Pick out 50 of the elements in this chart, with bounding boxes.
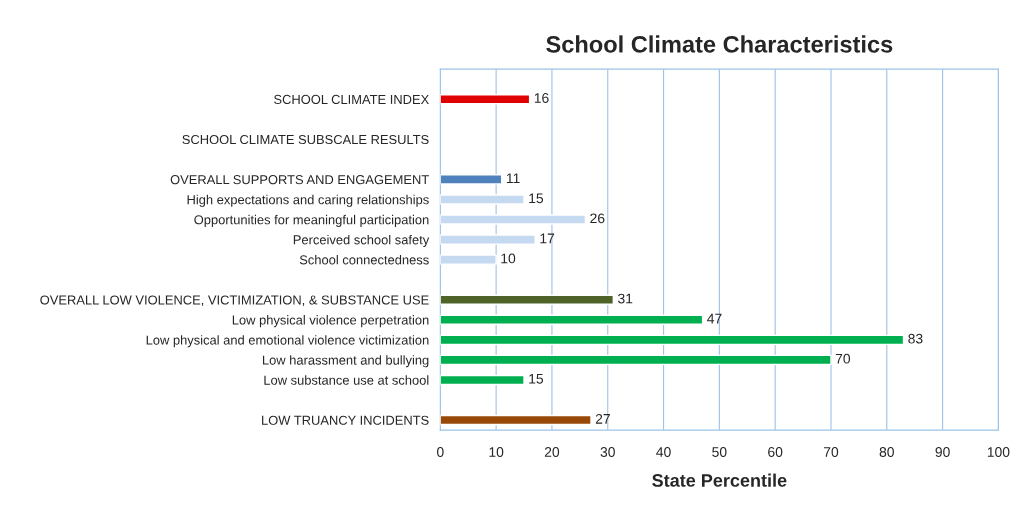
bar: [440, 234, 536, 245]
y-tick-label: Low harassment and bullying: [262, 355, 429, 368]
bar: [440, 334, 905, 346]
y-tick-label: LOW TRUANCY INCIDENTS: [262, 415, 429, 425]
x-tick-label: 30: [600, 447, 615, 457]
bar: [440, 354, 832, 366]
x-tick-label: 70: [823, 447, 839, 457]
y-tick-label: High expectations and caring relationships: [187, 194, 429, 207]
y-tick-label: SCHOOL CLIMATE SUBSCALE RESULTS: [182, 134, 429, 145]
bar: [440, 174, 503, 185]
bar: [440, 214, 587, 225]
x-tick-label: 0: [437, 447, 444, 457]
data-label: 83: [908, 333, 923, 344]
data-label: 27: [595, 413, 610, 424]
bar: [440, 93, 531, 105]
data-label: 26: [590, 213, 605, 224]
x-axis-title: State Percentile: [652, 473, 787, 487]
y-tick-label: OVERALL SUPPORTS AND ENGAGEMENT: [170, 175, 429, 185]
data-label: 10: [501, 253, 516, 264]
y-tick-label: SCHOOL CLIMATE INDEX: [274, 94, 429, 105]
data-label: 17: [540, 233, 555, 244]
x-tick-label: 60: [768, 447, 783, 457]
y-tick-label: Opportunities for meaningful participation: [194, 214, 429, 227]
data-label: 15: [529, 373, 544, 384]
bar: [440, 294, 615, 305]
x-tick-label: 100: [987, 447, 1010, 457]
y-tick-label: Low physical and emotional violence victimization: [146, 335, 429, 348]
y-tick-label: School connectedness: [299, 254, 429, 265]
data-label: 47: [707, 313, 722, 324]
x-tick-label: 80: [879, 447, 894, 457]
bar: [440, 374, 525, 386]
y-tick-label: Low substance use at school: [264, 375, 429, 385]
data-label: 31: [618, 293, 633, 304]
data-label: 16: [534, 93, 549, 103]
data-label: 11: [506, 173, 520, 183]
x-tick-label: 40: [656, 447, 671, 457]
bar: [440, 254, 497, 265]
x-tick-label: 90: [935, 447, 950, 457]
x-tick-label: 10: [489, 447, 504, 457]
y-tick-label: OVERALL LOW VIOLENCE, VICTIMIZATION, & SUBSTANCE USE: [40, 295, 429, 307]
bar: [440, 314, 704, 325]
data-label: 15: [529, 193, 544, 204]
x-tick-label: 50: [712, 447, 727, 457]
data-label: 70: [835, 353, 851, 364]
x-tick-label: 20: [544, 447, 560, 457]
bar: [440, 414, 592, 426]
y-tick-label: Perceived school safety: [293, 234, 430, 247]
bar: [440, 194, 525, 205]
y-tick-label: Low physical violence perpetration: [232, 315, 429, 328]
chart-title: School Climate Characteristics: [546, 35, 893, 53]
